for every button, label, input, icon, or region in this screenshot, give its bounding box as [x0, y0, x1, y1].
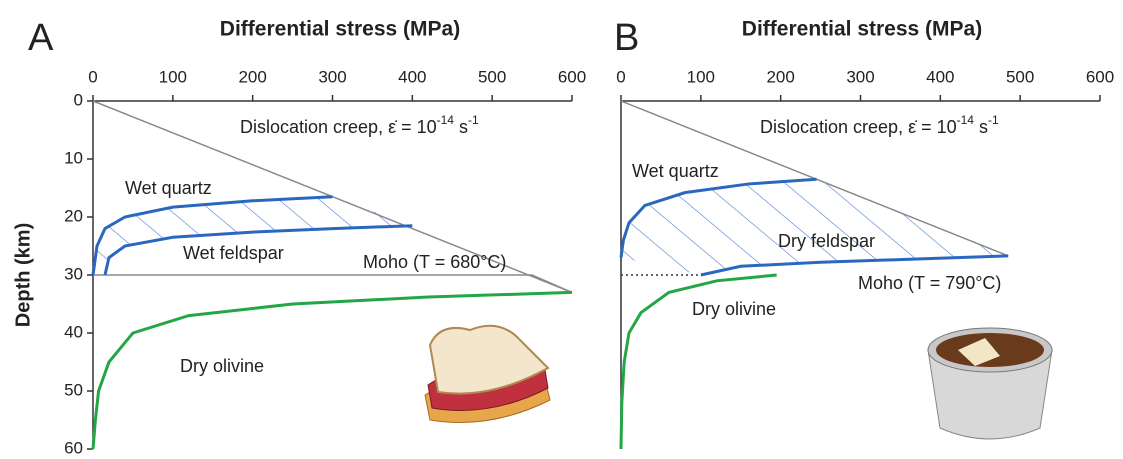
creep-label-part: s: [454, 117, 468, 137]
x-tick-label: 300: [318, 67, 346, 86]
chart-title: Differential stress (MPa): [220, 18, 460, 41]
x-tick-label: 200: [766, 67, 794, 86]
panel-label: A: [28, 17, 54, 59]
y-axis-label: Depth (km): [12, 223, 34, 327]
x-tick-label: 100: [159, 67, 187, 86]
y-tick-label: 0: [74, 90, 83, 109]
x-tick-label: 300: [846, 67, 874, 86]
chart-title: Differential stress (MPa): [742, 18, 982, 41]
x-tick-label: 500: [478, 67, 506, 86]
curve-label: Dry olivine: [692, 299, 776, 319]
figure: ADifferential stress (MPa)01002003004005…: [0, 0, 1123, 459]
x-tick-label: 200: [238, 67, 266, 86]
sandwich-icon: [425, 326, 550, 423]
moho-label: Moho (T = 790°C): [858, 273, 1001, 293]
curve-label: Dry olivine: [180, 356, 264, 376]
curve-label: Wet quartz: [632, 161, 719, 181]
y-tick-label: 60: [64, 438, 83, 457]
curve-label: Dry feldspar: [778, 231, 875, 251]
creep-label-part: -1: [468, 113, 479, 127]
y-tick-label: 10: [64, 148, 83, 167]
x-tick-label: 400: [926, 67, 954, 86]
creep-label-part: -1: [988, 113, 999, 127]
x-tick-label: 600: [558, 67, 586, 86]
x-tick-label: 400: [398, 67, 426, 86]
creep-label-part: -14: [437, 113, 455, 127]
y-tick-label: 40: [64, 322, 83, 341]
y-tick-label: 50: [64, 380, 83, 399]
creep-label-part: s: [974, 117, 988, 137]
creep-label-part: Dislocation creep, ε̇ = 10: [760, 117, 957, 137]
y-tick-label: 20: [64, 206, 83, 225]
creep-label: Dislocation creep, ε̇ = 10-14 s-1: [240, 113, 479, 137]
curve-label: Wet feldspar: [183, 243, 284, 263]
creep-label: Dislocation creep, ε̇ = 10-14 s-1: [760, 113, 999, 137]
x-tick-label: 0: [88, 67, 97, 86]
x-tick-label: 500: [1006, 67, 1034, 86]
curve-label: Wet quartz: [125, 178, 212, 198]
x-tick-label: 600: [1086, 67, 1114, 86]
curve: [93, 275, 572, 292]
moho-label: Moho (T = 680°C): [363, 252, 506, 272]
ramekin-icon: [928, 328, 1052, 439]
panel-label: B: [614, 17, 639, 59]
y-tick-label: 30: [64, 264, 83, 283]
x-tick-label: 0: [616, 67, 625, 86]
creep-label-part: Dislocation creep, ε̇ = 10: [240, 117, 437, 137]
creep-label-part: -14: [957, 113, 975, 127]
x-tick-label: 100: [687, 67, 715, 86]
